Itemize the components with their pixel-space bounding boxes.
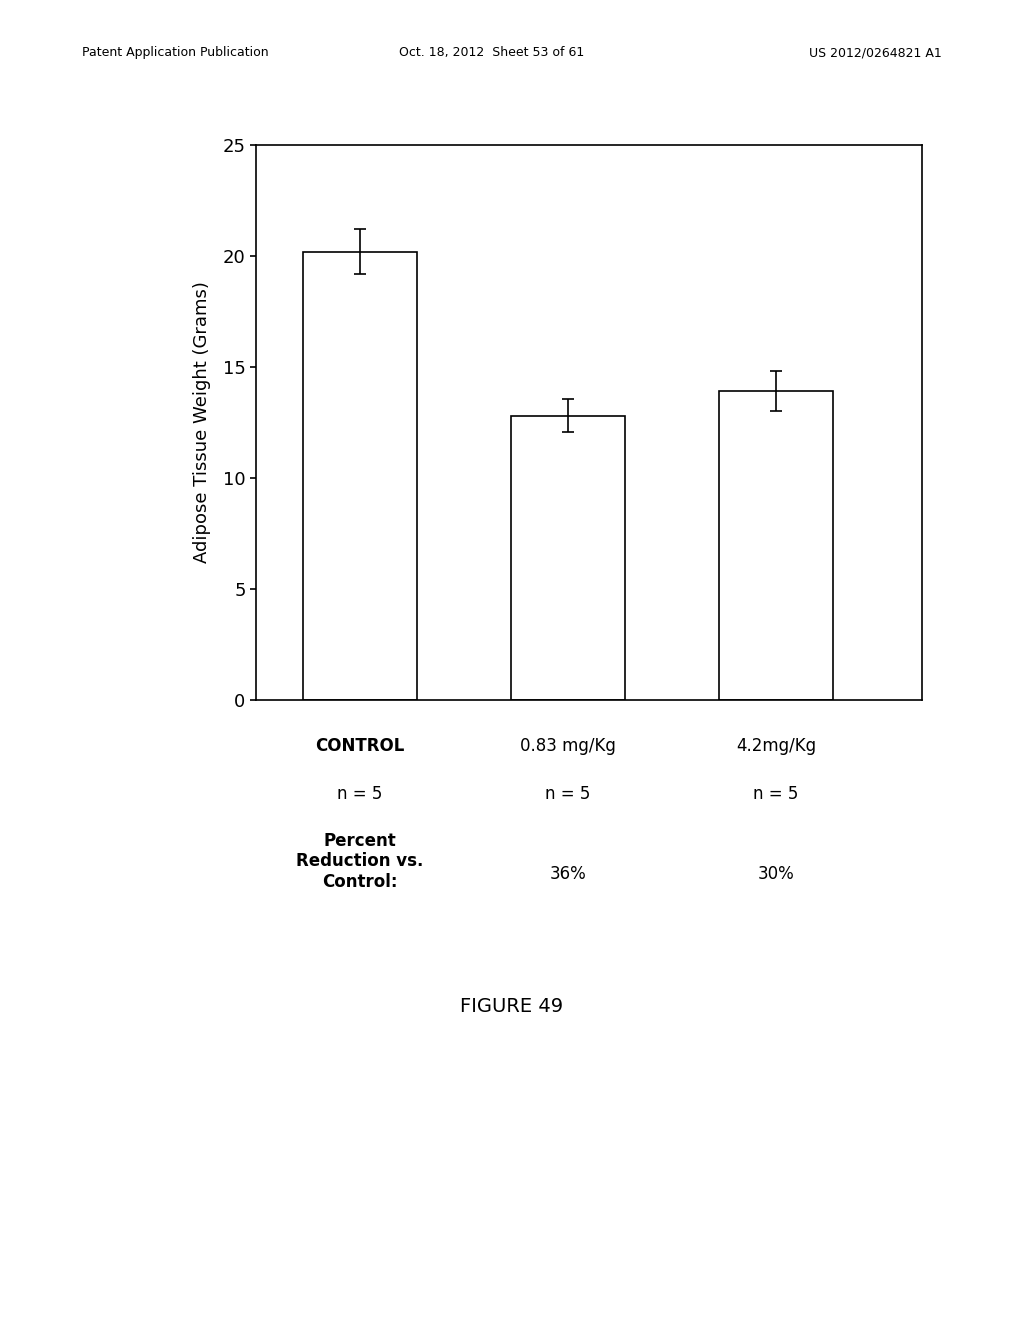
Text: n = 5: n = 5 <box>337 785 383 804</box>
Text: US 2012/0264821 A1: US 2012/0264821 A1 <box>809 46 942 59</box>
Bar <box>511 416 626 700</box>
Y-axis label: Adipose Tissue Weight (Grams): Adipose Tissue Weight (Grams) <box>194 281 212 564</box>
Text: Percent
Reduction vs.
Control:: Percent Reduction vs. Control: <box>296 832 424 891</box>
Text: FIGURE 49: FIGURE 49 <box>461 997 563 1015</box>
Bar <box>303 252 417 700</box>
Text: Oct. 18, 2012  Sheet 53 of 61: Oct. 18, 2012 Sheet 53 of 61 <box>399 46 584 59</box>
Text: 0.83 mg/Kg: 0.83 mg/Kg <box>520 737 616 755</box>
Text: n = 5: n = 5 <box>546 785 591 804</box>
Text: 4.2mg/Kg: 4.2mg/Kg <box>736 737 816 755</box>
Text: CONTROL: CONTROL <box>315 737 404 755</box>
Text: 30%: 30% <box>758 865 795 883</box>
Bar <box>719 391 834 700</box>
Text: n = 5: n = 5 <box>754 785 799 804</box>
Text: Patent Application Publication: Patent Application Publication <box>82 46 268 59</box>
Text: 36%: 36% <box>550 865 587 883</box>
